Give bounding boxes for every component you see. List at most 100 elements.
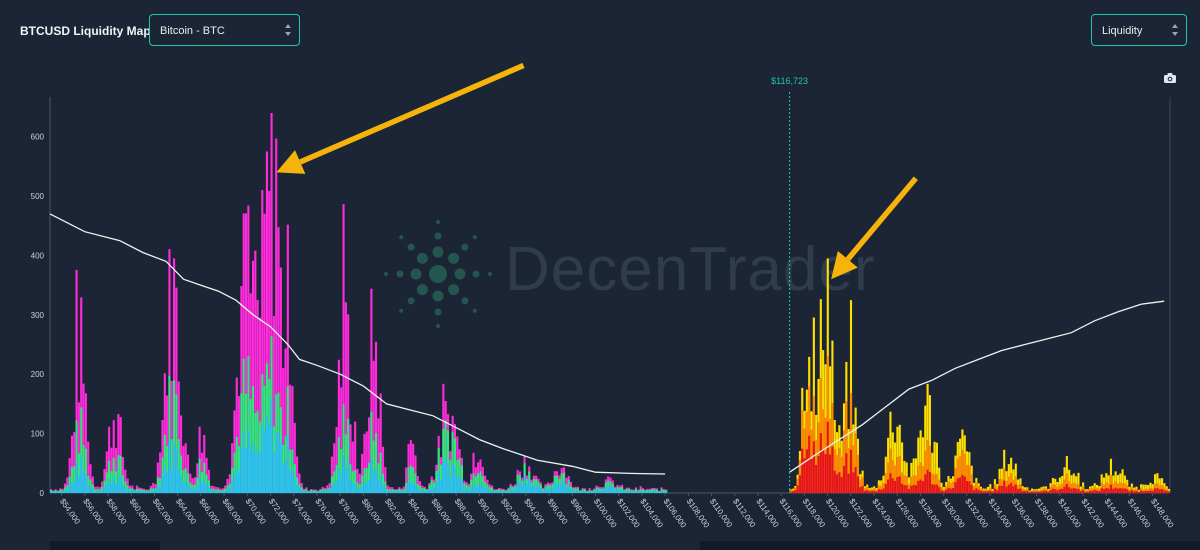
long-bar-low [59,491,62,493]
long-bar-low [131,490,134,493]
short-bar-low [945,489,948,493]
short-bar-low [1082,489,1085,493]
long-bar-mid [135,488,139,493]
short-bar-mid [1130,486,1133,493]
long-bar-mid [356,482,359,493]
short-bar-low [1019,488,1022,493]
long-bar-mid [409,465,412,493]
long-bar-low [463,488,466,493]
long-bar-low [272,452,275,493]
long-bar-mid [117,454,120,493]
long-bar-high [82,383,85,493]
long-bar-high [70,435,74,493]
asset-select[interactable]: Bitcoin - BTC [149,14,300,46]
short-bar-low [968,481,971,493]
long-bar-low [233,474,236,493]
long-bar-mid [323,489,327,493]
long-bar-mid [426,489,429,493]
long-bar-high [337,359,340,493]
short-bar-low [789,491,792,493]
short-bar-mid [1114,481,1117,493]
short-bar-low [984,491,987,493]
long-bar-mid [354,470,357,493]
long-bar-low [361,485,364,493]
short-bar-low [1056,490,1059,493]
long-bar-mid [435,470,438,493]
long-bar-low [330,485,333,493]
long-bar-mid [159,478,162,493]
long-bar-low [340,474,343,493]
short-bar-low [877,489,880,493]
long-bar-low [337,469,340,493]
short-bar-low [947,487,950,493]
x-tick-label: $82,000 [383,497,407,526]
long-bar-mid [224,488,227,493]
short-bar-mid [1135,488,1138,493]
short-bar-low [801,448,804,493]
short-bar-mid [1054,485,1057,493]
long-bar-high [358,473,361,493]
long-bar-low [249,449,252,493]
navigator-right[interactable] [700,541,1200,550]
short-bar-mid [849,392,853,493]
short-bar-low [798,475,801,493]
long-bar-mid [414,473,417,493]
long-bar-high [279,267,282,493]
long-bar-mid [446,430,450,493]
long-bar-low [662,491,665,493]
long-bar-low [618,489,621,493]
long-bar-low [400,491,403,493]
long-bar-low [108,478,111,493]
short-bar-low [1156,488,1159,493]
short-bar-low [931,484,934,493]
long-bar-low [509,489,512,493]
long-bar-low [335,480,338,493]
long-bar-low [465,489,468,493]
long-bar-low [203,479,206,493]
long-bar-mid [644,490,647,493]
long-bar-mid [110,471,113,493]
x-tick-label: $96,000 [545,497,569,526]
long-bar-low [307,492,310,493]
short-bar-low [1007,484,1010,493]
long-bar-mid [163,434,166,493]
long-bar-low [572,490,575,493]
long-bar-mid [470,479,473,493]
mode-select[interactable]: Liquidity [1091,14,1187,46]
short-bar-low [819,433,822,493]
long-bar-mid [221,490,224,493]
short-bar-low [1144,490,1147,493]
short-bar-mid [877,485,880,493]
long-bar-low [637,491,640,493]
long-bar-low [495,491,498,493]
short-bar-low [933,484,936,493]
x-tick-label: $72,000 [267,497,291,526]
short-bar-low [875,491,878,493]
short-bar-mid [847,448,850,493]
long-bar-low [323,491,327,493]
long-bar-low [544,489,547,493]
long-bar-mid [391,488,394,493]
long-bar-low [416,489,419,493]
long-bar-low [275,433,278,493]
long-bar-mid [442,429,445,493]
short-bar-low [1000,485,1003,493]
long-bar-low [653,491,656,493]
long-bar-low [597,490,600,493]
short-bar-mid [912,475,915,493]
long-bar-mid [124,481,127,493]
short-bar-low [996,490,999,493]
x-tick-label: $76,000 [313,497,337,526]
long-bar-low [358,489,361,493]
camera-icon[interactable] [1164,73,1176,83]
long-bar-low [467,489,470,493]
long-bar-mid [477,473,480,493]
short-bar-mid [949,483,952,493]
short-bar-low [836,474,839,493]
y-tick-label: 600 [31,133,45,142]
long-bar-mid [226,485,229,493]
long-bar-low [186,484,190,493]
navigator-left[interactable] [50,541,160,550]
long-bar-high [184,443,187,493]
short-bar-low [1061,488,1064,493]
